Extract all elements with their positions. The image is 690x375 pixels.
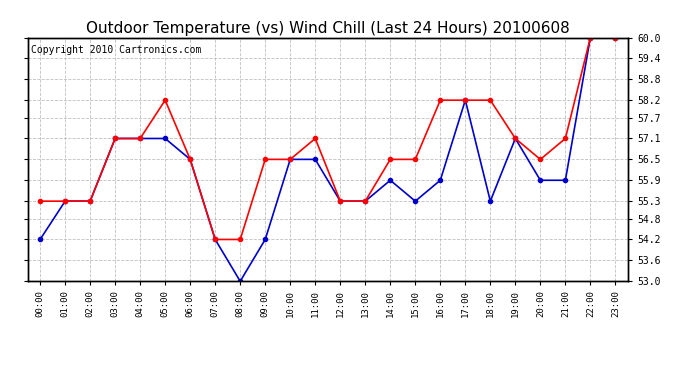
Text: Copyright 2010 Cartronics.com: Copyright 2010 Cartronics.com	[30, 45, 201, 55]
Title: Outdoor Temperature (vs) Wind Chill (Last 24 Hours) 20100608: Outdoor Temperature (vs) Wind Chill (Las…	[86, 21, 570, 36]
